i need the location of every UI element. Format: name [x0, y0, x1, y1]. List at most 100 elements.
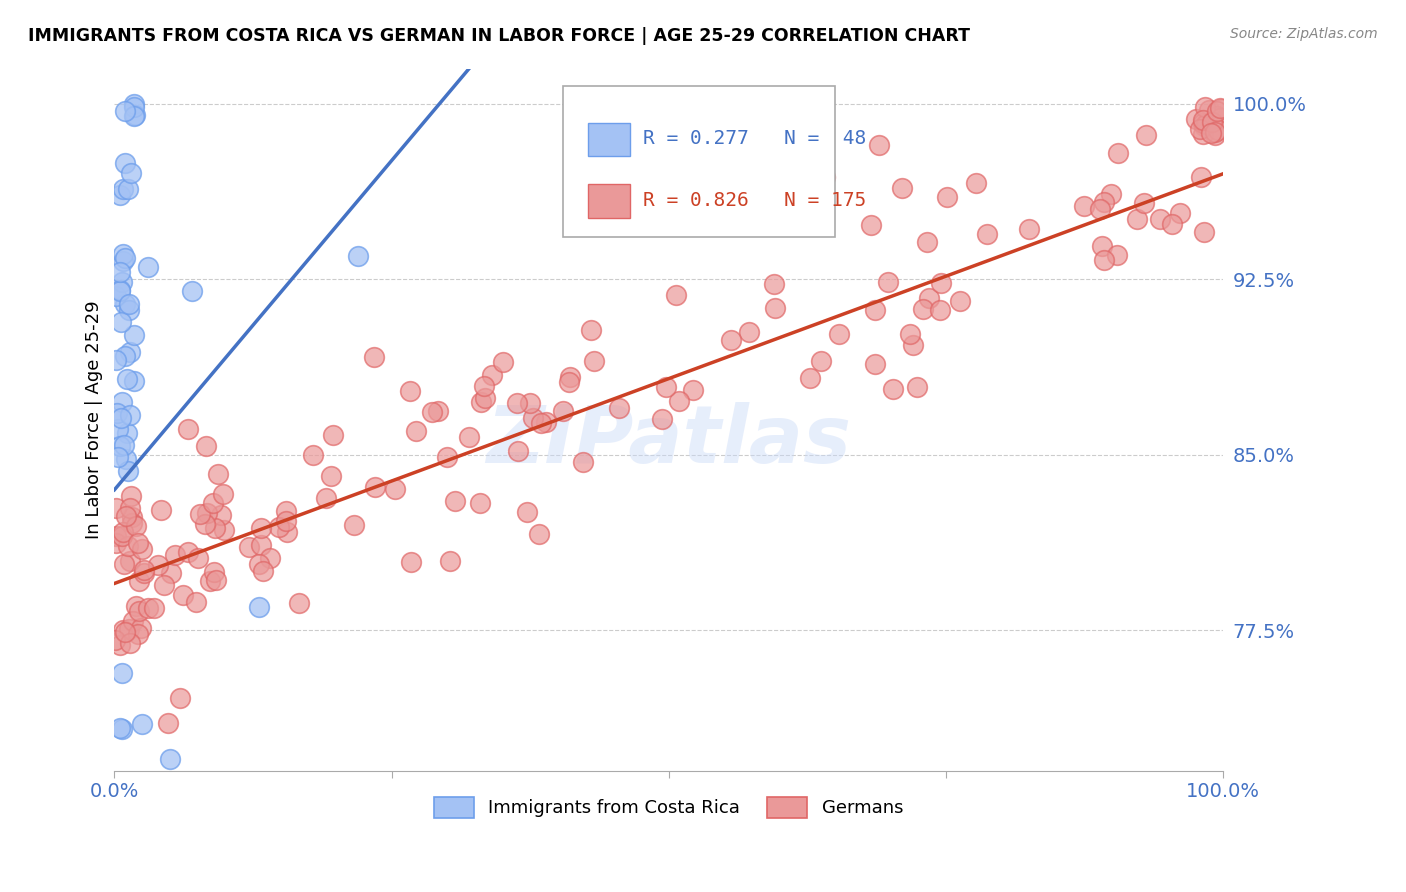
- Point: [1209, 112, 1232, 126]
- Point: [111, 395, 134, 409]
- Point: [127, 535, 149, 549]
- Point: [579, 323, 602, 337]
- Point: [186, 595, 208, 609]
- Point: [108, 721, 131, 735]
- Point: [1189, 122, 1212, 136]
- Point: [114, 349, 136, 363]
- Point: [105, 352, 128, 367]
- Point: [108, 188, 131, 202]
- Point: [117, 372, 139, 386]
- Point: [276, 524, 298, 539]
- Point: [111, 254, 134, 268]
- Y-axis label: In Labor Force | Age 25-29: In Labor Force | Age 25-29: [86, 301, 103, 539]
- Point: [868, 137, 890, 152]
- Point: [128, 604, 150, 618]
- Point: [122, 109, 145, 123]
- Point: [519, 396, 541, 410]
- Point: [558, 375, 581, 389]
- Point: [125, 599, 148, 613]
- Point: [124, 96, 146, 111]
- Point: [470, 495, 492, 509]
- Point: [1126, 212, 1149, 227]
- Point: [877, 275, 900, 289]
- Point: [529, 527, 551, 541]
- Point: [108, 284, 131, 298]
- Point: [1018, 221, 1040, 235]
- Point: [1135, 128, 1157, 142]
- Point: [315, 491, 337, 505]
- Point: [384, 482, 406, 496]
- Point: [104, 633, 127, 648]
- Point: [112, 558, 135, 572]
- Point: [492, 354, 515, 368]
- Point: [187, 551, 209, 566]
- Point: [250, 538, 273, 552]
- Point: [201, 496, 224, 510]
- Point: [891, 181, 914, 195]
- Point: [534, 415, 557, 429]
- Point: [436, 450, 458, 464]
- Point: [915, 235, 938, 249]
- Point: [405, 424, 427, 438]
- Point: [207, 467, 229, 481]
- Point: [122, 100, 145, 114]
- Point: [582, 354, 605, 368]
- Point: [202, 565, 225, 579]
- Point: [444, 493, 467, 508]
- Point: [1205, 103, 1227, 118]
- Point: [276, 504, 298, 518]
- Point: [118, 408, 141, 422]
- Point: [108, 283, 131, 297]
- Point: [212, 523, 235, 537]
- Point: [104, 501, 127, 516]
- Point: [965, 176, 987, 190]
- Point: [105, 406, 128, 420]
- Point: [121, 516, 143, 530]
- Point: [108, 638, 131, 652]
- Point: [111, 722, 134, 736]
- Point: [935, 190, 957, 204]
- Point: [132, 566, 155, 580]
- Point: [1168, 205, 1191, 219]
- Point: [319, 468, 342, 483]
- Point: [131, 717, 153, 731]
- Point: [259, 551, 281, 566]
- Point: [111, 247, 134, 261]
- Point: [1204, 128, 1226, 143]
- Point: [1195, 117, 1218, 131]
- Point: [120, 553, 142, 567]
- Point: [247, 599, 270, 614]
- Point: [1192, 115, 1215, 129]
- Point: [1073, 199, 1095, 213]
- Point: [118, 303, 141, 318]
- Point: [247, 557, 270, 571]
- Point: [124, 108, 146, 122]
- Bar: [588, 122, 630, 156]
- Point: [121, 614, 143, 628]
- Point: [1201, 114, 1223, 128]
- Point: [114, 251, 136, 265]
- Point: [118, 622, 141, 636]
- Point: [212, 487, 235, 501]
- Point: [508, 443, 530, 458]
- Point: [107, 450, 129, 464]
- Point: [1149, 212, 1171, 227]
- Point: [720, 333, 742, 347]
- Point: [516, 505, 538, 519]
- Point: [129, 621, 152, 635]
- Point: [426, 404, 449, 418]
- Point: [1191, 127, 1213, 141]
- Point: [269, 520, 291, 534]
- Point: [149, 502, 172, 516]
- Point: [153, 578, 176, 592]
- Text: IMMIGRANTS FROM COSTA RICA VS GERMAN IN LABOR FORCE | AGE 25-29 CORRELATION CHAR: IMMIGRANTS FROM COSTA RICA VS GERMAN IN …: [28, 27, 970, 45]
- Point: [1107, 146, 1129, 161]
- Point: [814, 169, 837, 184]
- Point: [1090, 238, 1112, 252]
- Point: [481, 368, 503, 382]
- Point: [274, 514, 297, 528]
- Point: [128, 574, 150, 588]
- Point: [105, 288, 128, 302]
- Point: [112, 182, 135, 196]
- Text: R = 0.826   N = 175: R = 0.826 N = 175: [643, 191, 866, 210]
